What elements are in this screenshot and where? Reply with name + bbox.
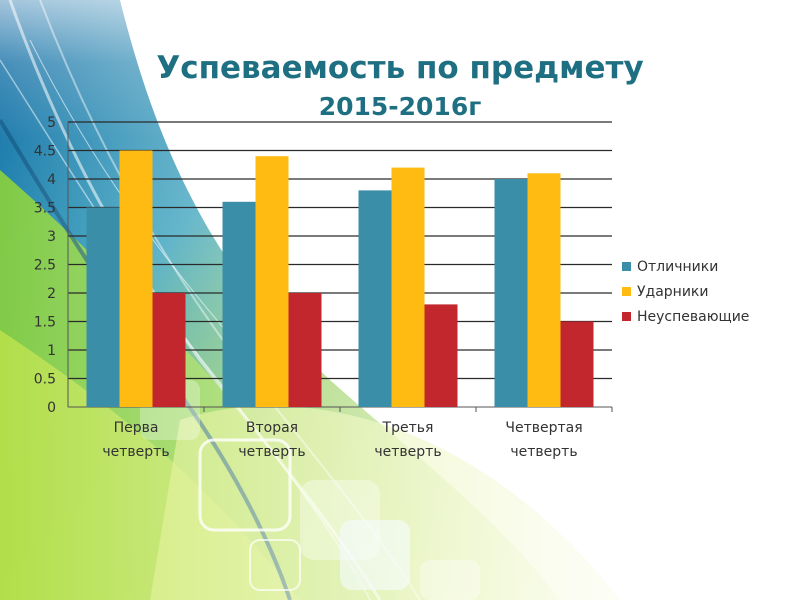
- bar-Неуспевающие: [560, 321, 594, 407]
- x-tick-label: четверть: [102, 444, 169, 460]
- y-tick-label: 2: [47, 286, 56, 302]
- slide-title: Успеваемость по предмету 2015-2016г: [0, 48, 800, 124]
- title-line-2: 2015-2016г: [318, 92, 482, 121]
- y-tick-label: 3: [47, 229, 56, 245]
- y-axis-tick-labels: 0 0.5 1 1.5 2 2.5 3 3.5 4 4.5 5: [34, 115, 56, 416]
- x-axis-tick-labels: Перва четверть Вторая четверть Третья четверт…: [102, 420, 582, 460]
- bar-Неуспевающие: [288, 293, 322, 407]
- y-tick-label: 2.5: [34, 258, 56, 274]
- legend-swatch: [622, 312, 631, 321]
- x-tick-label: Перва: [114, 420, 159, 436]
- legend-swatch: [622, 287, 631, 296]
- x-tick-label: четверть: [238, 444, 305, 460]
- y-tick-label: 4: [47, 172, 56, 188]
- bar-Отличники: [358, 190, 392, 407]
- x-tick-label: четверть: [374, 444, 441, 460]
- y-tick-label: 0.5: [34, 372, 56, 388]
- title-line-1: Успеваемость по предмету: [156, 50, 644, 86]
- bar-Отличники: [222, 201, 256, 407]
- bar-Ударники: [119, 150, 153, 407]
- legend-label: Отличники: [637, 259, 718, 275]
- y-tick-label: 4.5: [34, 144, 56, 160]
- legend-label: Ударники: [637, 284, 708, 300]
- bars: [86, 150, 594, 407]
- y-tick-label: 1.5: [34, 315, 56, 331]
- x-tick-label: Четвертая: [505, 420, 582, 436]
- y-tick-label: 3.5: [34, 201, 56, 217]
- bar-Неуспевающие: [424, 304, 458, 407]
- bar-Отличники: [494, 179, 528, 407]
- legend-label: Неуспевающие: [637, 309, 749, 325]
- legend: Отличники Ударники Неуспевающие: [622, 259, 749, 325]
- x-tick-label: Третья: [382, 420, 434, 436]
- y-tick-label: 0: [47, 400, 56, 416]
- bar-Ударники: [391, 167, 425, 407]
- y-tick-label: 1: [47, 343, 56, 359]
- bar-Ударники: [527, 173, 561, 407]
- bar-Отличники: [86, 207, 120, 407]
- x-tick-label: Вторая: [246, 420, 298, 436]
- legend-swatch: [622, 262, 631, 271]
- x-tick-label: четверть: [510, 444, 577, 460]
- bar-Неуспевающие: [152, 293, 186, 407]
- y-tick-label: 5: [47, 115, 56, 131]
- bar-Ударники: [255, 156, 289, 407]
